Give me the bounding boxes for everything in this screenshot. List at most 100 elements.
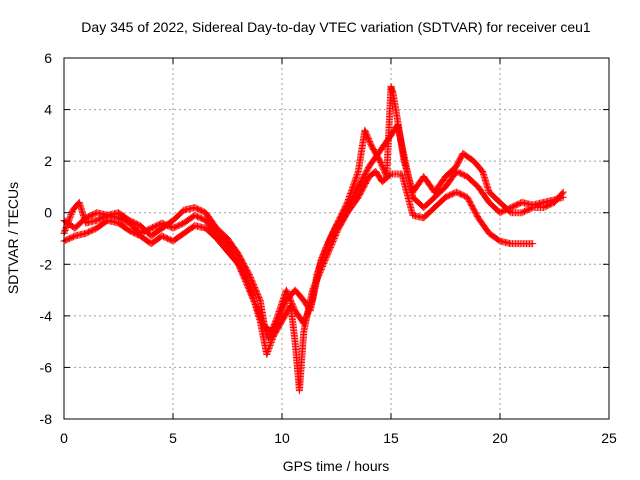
data-point [66,213,74,221]
data-point [270,321,278,329]
data-point [284,289,292,297]
data-point [307,299,315,307]
x-tick-label: 15 [383,430,399,446]
data-point [246,288,254,296]
data-point [320,248,328,256]
data-point [353,170,361,178]
data-point [266,332,274,340]
data-point [259,321,267,329]
data-point [322,243,330,251]
data-point [67,210,75,218]
data-point [254,308,262,316]
data-point [247,273,255,281]
chart-title: Day 345 of 2022, Sidereal Day-to-day VTE… [81,19,591,35]
data-point [287,298,295,306]
data-point [263,351,271,359]
data-point [255,294,263,302]
data-point [300,318,308,326]
data-point [349,182,357,190]
data-point [248,293,256,301]
y-tick-label: -2 [40,256,53,272]
data-point [258,316,266,324]
data-point [254,292,262,300]
data-point [241,276,249,284]
data-point [242,279,250,287]
data-point [243,282,251,290]
data-point [256,295,264,303]
data-point [244,283,252,291]
data-point [263,349,271,357]
data-point [352,175,360,183]
x-tick-label: 25 [601,430,617,446]
data-point [251,285,259,293]
data-point [264,348,272,356]
data-point [343,200,351,208]
data-point [306,304,314,312]
data-point [237,267,245,275]
data-point [240,275,248,283]
data-point [350,179,358,187]
data-point [252,302,260,310]
data-point [254,306,262,314]
plot-frame [63,57,610,420]
data-point [253,289,261,297]
data-point [306,302,314,310]
y-axis-label: SDTVAR / TECUs [5,182,21,294]
data-point [352,173,360,181]
y-tick-label: -4 [40,308,53,324]
data-series [60,82,567,395]
data-point [261,323,269,331]
data-point [304,309,312,317]
data-point [246,272,254,280]
data-point [268,326,276,334]
data-point [282,286,290,294]
data-point [235,262,243,270]
data-point [348,185,356,193]
data-point [289,301,297,309]
data-point [257,315,265,323]
data-point [303,311,311,319]
data-point [234,260,242,268]
data-point [283,288,291,296]
data-point [256,310,264,318]
data-point [271,319,279,327]
data-point [558,189,566,197]
data-point [253,288,261,296]
data-point [251,299,259,307]
data-point [325,237,333,245]
data-point [353,172,361,180]
data-point [245,286,253,294]
y-tick-label: 4 [44,102,52,118]
data-point [266,342,274,350]
data-point [63,221,71,229]
y-tick-label: -6 [40,359,53,375]
data-point [253,305,261,313]
data-point [257,313,265,321]
data-point [286,295,294,303]
data-point [320,249,328,257]
data-point [265,335,273,343]
data-point [323,240,331,248]
axis-ticks: 0 5 10 15 20 25 -8 -6 -4 -2 0 2 4 6 [40,50,617,446]
data-point [245,285,253,293]
data-point [265,334,273,342]
data-point [287,296,295,304]
x-tick-label: 10 [274,430,290,446]
data-point [322,245,330,253]
data-point [285,293,293,301]
data-point [349,184,357,192]
y-tick-label: -8 [40,411,53,427]
data-point [249,295,257,303]
data-point [318,252,326,260]
data-point [239,272,247,280]
data-point [254,291,262,299]
data-point [65,215,73,223]
data-point [307,301,315,309]
data-point [305,305,313,313]
data-point [290,304,298,312]
data-point [237,266,245,274]
x-tick-label: 0 [60,430,68,446]
data-point [346,191,354,199]
data-point [301,317,309,325]
